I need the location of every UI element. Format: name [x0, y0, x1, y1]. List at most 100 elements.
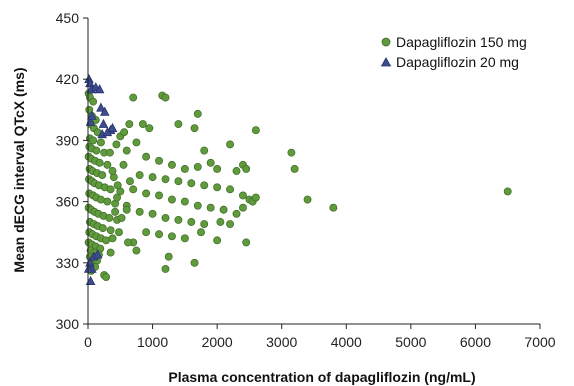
data-point-150mg: [108, 234, 117, 243]
data-point-150mg: [251, 193, 260, 202]
data-point-150mg: [142, 189, 151, 198]
data-point-150mg: [187, 179, 196, 188]
data-point-150mg: [329, 203, 338, 212]
data-point-150mg: [242, 165, 251, 173]
data-point-150mg: [112, 140, 121, 149]
data-point-150mg: [503, 187, 512, 196]
y-tick-label: 390: [56, 132, 80, 148]
data-point-150mg: [226, 185, 235, 194]
data-point-150mg: [106, 248, 115, 257]
data-point-150mg: [206, 158, 215, 167]
x-tick-label: 2000: [202, 334, 233, 350]
data-point-150mg: [190, 258, 199, 267]
data-point-150mg: [303, 195, 312, 204]
data-point-20mg: [96, 102, 106, 112]
y-axis-ticks: 300 330 360 390 420 450: [56, 10, 88, 332]
data-point-150mg: [113, 193, 122, 202]
x-tick-label: 1000: [137, 334, 168, 350]
data-point-150mg: [148, 173, 157, 182]
y-tick-label: 420: [56, 71, 80, 87]
y-tick-label: 300: [56, 316, 80, 332]
data-point-150mg: [161, 213, 170, 222]
data-point-150mg: [213, 183, 222, 192]
data-point-150mg: [290, 165, 299, 173]
data-point-150mg: [200, 181, 209, 190]
data-point-150mg: [106, 185, 115, 194]
data-point-150mg: [102, 236, 111, 245]
data-point-150mg: [251, 126, 260, 135]
legend-label-150mg: Dapagliflozin 150 mg: [396, 34, 527, 50]
data-point-20mg: [107, 122, 118, 133]
data-point-150mg: [122, 205, 131, 214]
legend-triangle-marker: [380, 57, 392, 67]
y-tick-label: 330: [56, 255, 80, 271]
data-point-150mg: [164, 252, 173, 261]
data-point-150mg: [187, 218, 196, 226]
data-point-150mg: [232, 209, 241, 218]
data-point-150mg: [92, 146, 101, 155]
data-point-150mg: [193, 201, 202, 210]
data-point-150mg: [219, 205, 228, 214]
x-tick-label: 4000: [331, 334, 362, 350]
data-point-150mg: [96, 138, 105, 147]
data-point-150mg: [226, 220, 235, 228]
x-tick-label: 7000: [524, 334, 555, 350]
x-tick-label: 6000: [460, 334, 491, 350]
data-point-150mg: [105, 213, 114, 222]
data-point-150mg: [206, 203, 215, 212]
data-point-150mg: [96, 195, 105, 204]
data-point-150mg: [213, 236, 222, 245]
data-point-150mg: [119, 160, 128, 169]
y-tick-label: 360: [56, 194, 80, 210]
data-point-150mg: [103, 160, 112, 169]
data-point-150mg: [155, 156, 163, 165]
data-point-150mg: [167, 195, 176, 204]
data-point-150mg: [132, 246, 141, 255]
plot-marks: [83, 73, 512, 286]
data-point-150mg: [190, 124, 199, 133]
x-axis-ticks: 0 1000 2000 3000 4000 5000 6000 7000: [84, 324, 556, 350]
data-point-150mg: [117, 213, 126, 222]
data-point-150mg: [113, 181, 122, 190]
data-point-150mg: [122, 146, 131, 155]
data-point-150mg: [125, 120, 134, 129]
data-point-150mg: [174, 120, 183, 129]
data-point-150mg: [120, 128, 129, 137]
x-tick-label: 0: [84, 334, 92, 350]
data-point-150mg: [232, 167, 241, 175]
data-point-150mg: [142, 152, 151, 161]
data-point-150mg: [193, 162, 202, 171]
data-point-150mg: [174, 177, 183, 186]
data-point-150mg: [174, 216, 183, 224]
legend-circle-marker: [381, 37, 391, 47]
y-axis-title: Mean dECG interval QTcX (ms): [11, 67, 27, 272]
data-point-150mg: [106, 226, 115, 235]
data-point-150mg: [115, 228, 123, 237]
data-point-150mg: [138, 120, 147, 129]
data-point-150mg: [145, 124, 154, 133]
data-point-150mg: [135, 171, 144, 180]
data-point-150mg: [167, 232, 176, 241]
data-point-150mg: [155, 191, 163, 200]
data-point-150mg: [126, 177, 134, 186]
data-point-150mg: [106, 148, 114, 157]
data-point-20mg: [92, 249, 103, 259]
data-point-150mg: [148, 209, 157, 218]
data-point-20mg: [83, 263, 94, 273]
data-point-150mg: [161, 175, 170, 184]
data-point-150mg: [129, 93, 138, 102]
data-point-150mg: [161, 93, 170, 102]
data-point-150mg: [180, 165, 189, 173]
data-point-150mg: [226, 140, 235, 149]
data-point-150mg: [129, 185, 138, 194]
data-point-150mg: [132, 138, 141, 147]
data-point-150mg: [193, 109, 202, 118]
data-point-20mg: [94, 84, 105, 94]
data-point-150mg: [142, 228, 151, 237]
data-point-150mg: [180, 197, 189, 206]
data-point-150mg: [111, 207, 120, 216]
data-point-150mg: [167, 160, 176, 169]
data-point-150mg: [180, 234, 189, 243]
data-point-150mg: [89, 97, 98, 106]
